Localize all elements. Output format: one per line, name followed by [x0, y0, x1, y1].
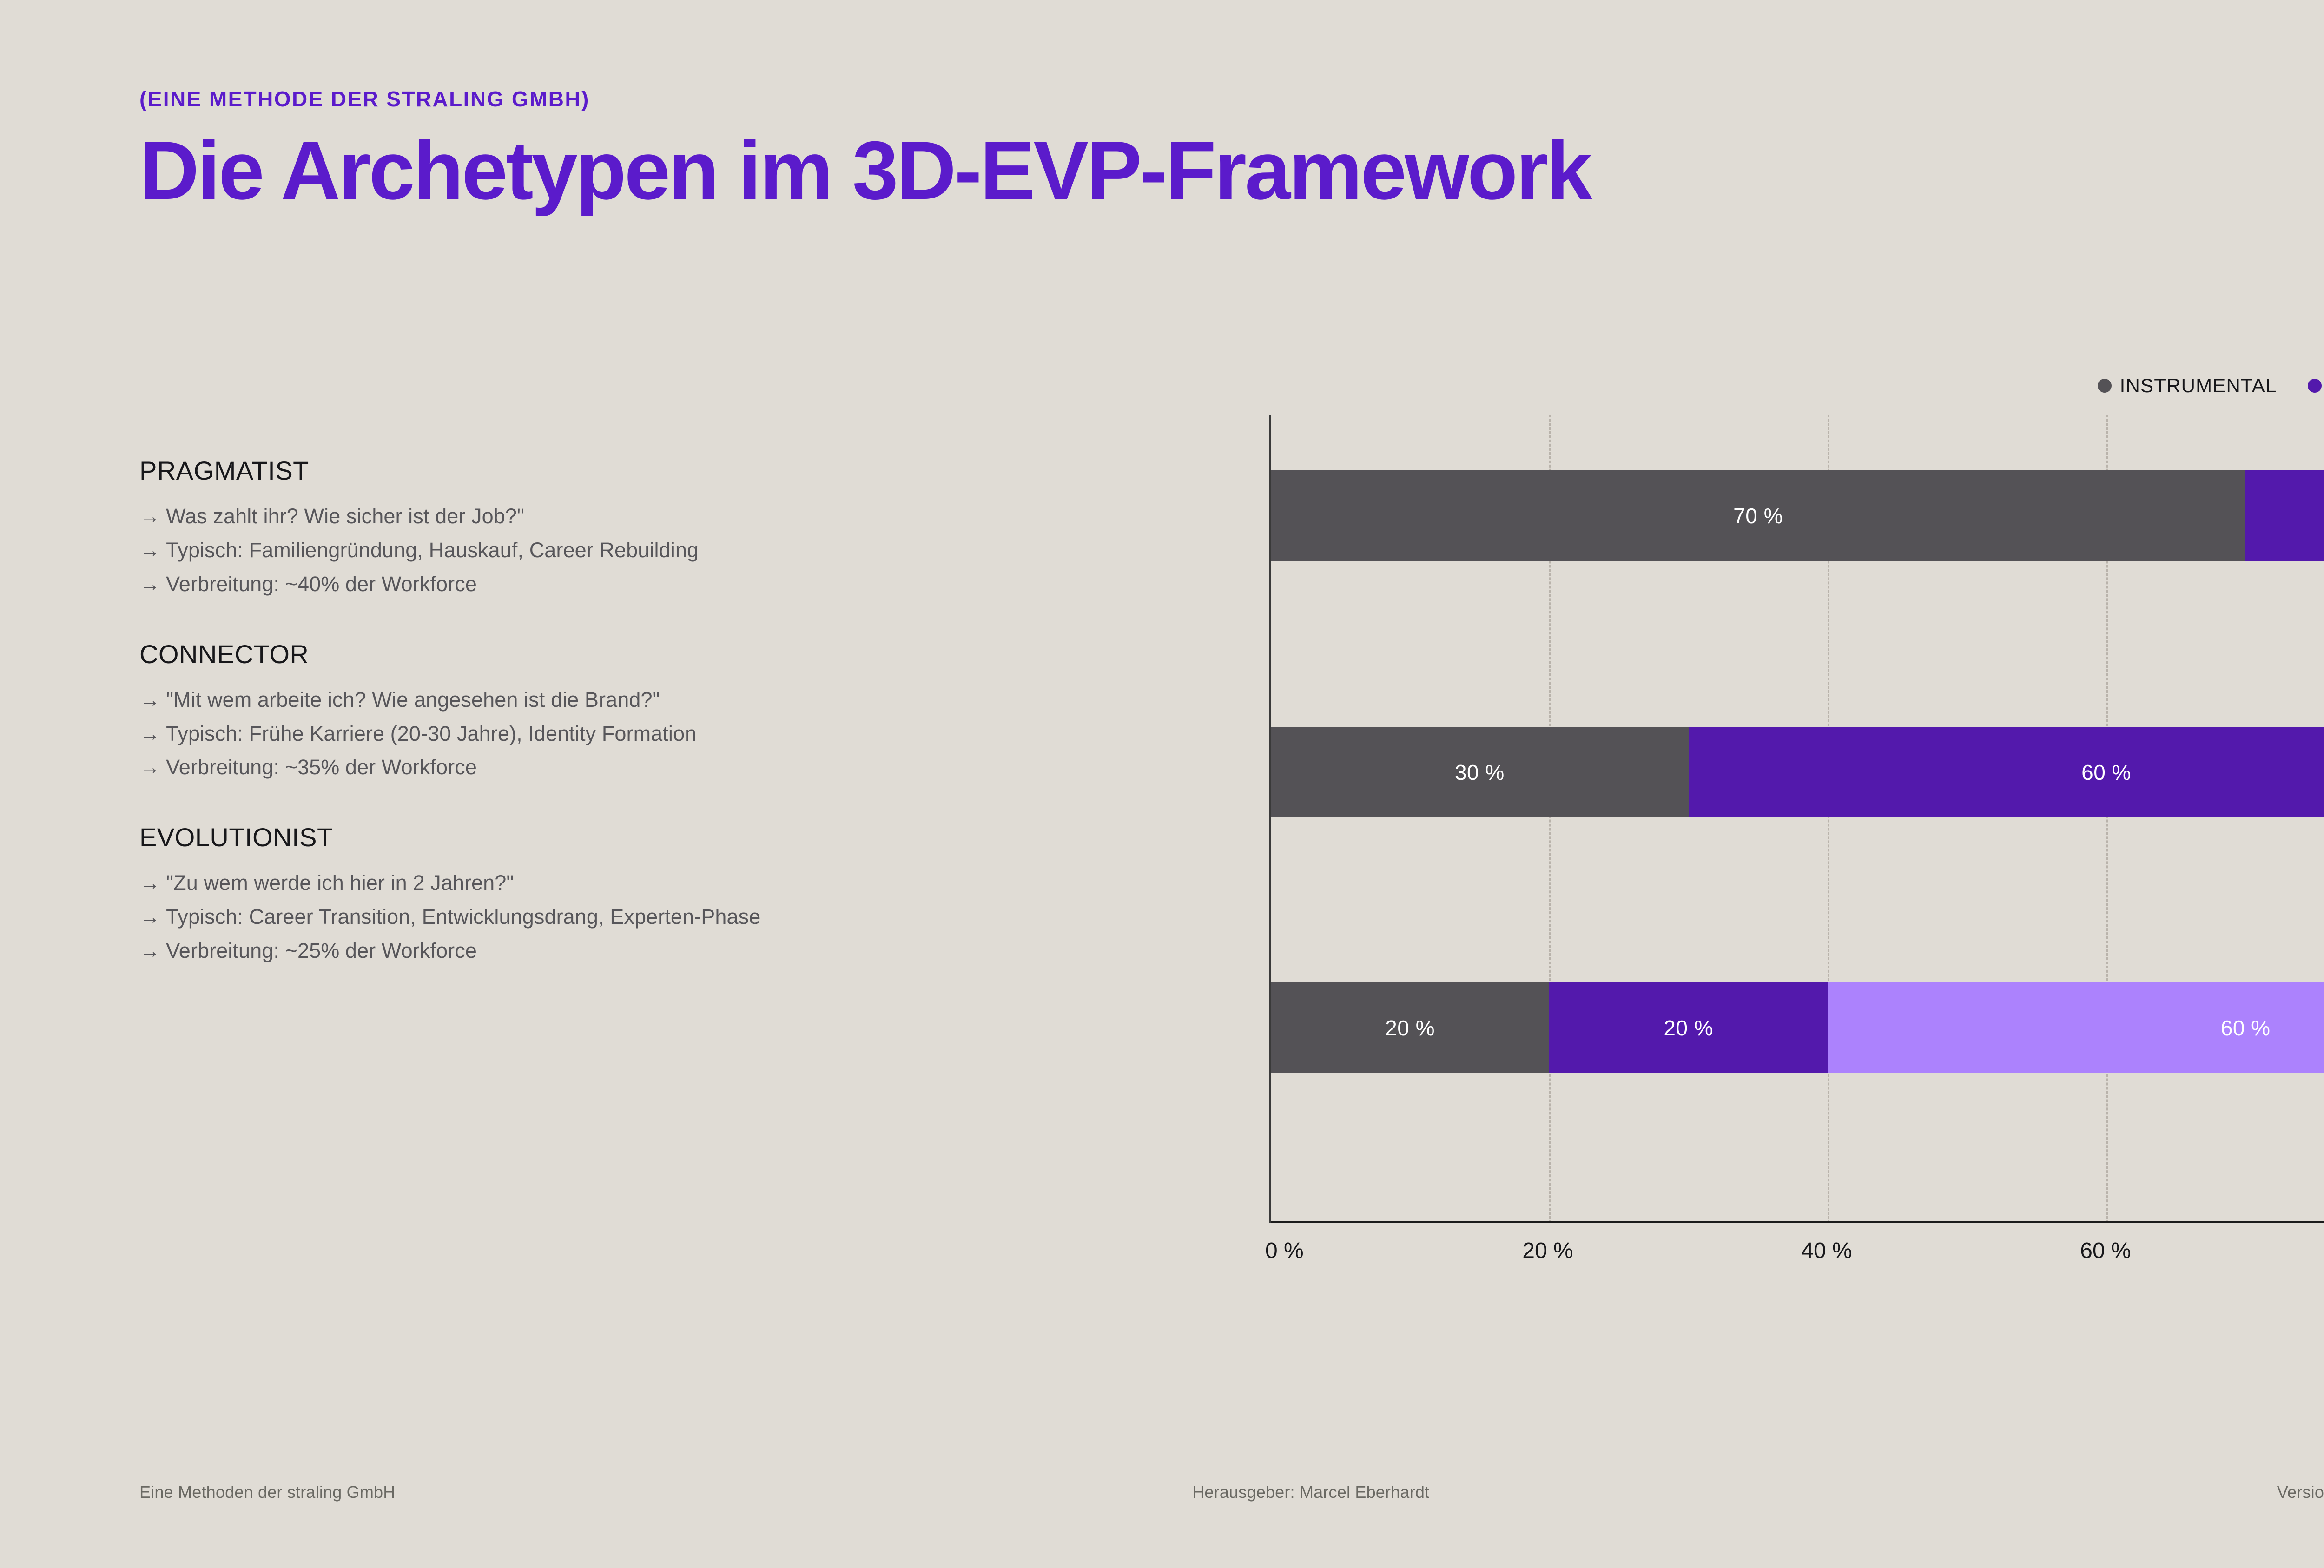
- arrow-icon: →: [139, 687, 161, 712]
- legend-item-symbolic: SYMBOLIC: [2307, 375, 2324, 397]
- x-tick-label: 0 %: [1265, 1239, 1304, 1263]
- bar-value-label: 20 %: [1664, 1015, 1714, 1040]
- x-tick-label: 20 %: [1522, 1239, 1573, 1263]
- archetype-title: PRAGMATIST: [139, 456, 309, 485]
- arrow-icon: →: [139, 572, 161, 596]
- archetype-bullet: → Typisch: Career Transition, Entwicklung…: [139, 900, 1232, 934]
- chart-x-axis-line: [1271, 1221, 2324, 1223]
- archetype-bullet-text: Typisch: Frühe Karriere (20-30 Jahre), I…: [166, 721, 697, 745]
- arrow-icon: →: [139, 538, 161, 562]
- archetype-bullet-text: "Mit wem arbeite ich? Wie angesehen ist …: [166, 687, 660, 712]
- bar-row-evolutionist: 20 % 20 % 60 %: [1271, 982, 2324, 1073]
- bar-segment-instrumental[interactable]: 70 %: [1271, 470, 2246, 561]
- archetype-bullet-text: Was zahlt ihr? Wie sicher ist der Job?": [166, 504, 525, 528]
- archetype-card-evolutionist: EVOLUTIONIST → "Zu wem werde ich hier in …: [139, 824, 1232, 968]
- stacked-bar-chart: INSTRUMENTAL SYMBOLIC TRANSCENDENT 70 %: [1265, 372, 2324, 1301]
- archetype-bullet: → Verbreitung: ~25% der Workforce: [139, 934, 1232, 968]
- page-footer: Eine Methoden der straling GmbH Herausge…: [139, 1482, 2324, 1502]
- bar-row-pragmatist: 70 % 25 % 5 %: [1271, 470, 2324, 561]
- archetype-bullet: → Was zahlt ihr? Wie sicher ist der Job?": [139, 500, 1232, 534]
- chart-plot-area: 70 % 25 % 5 % 30 % 60 % 10 %: [1269, 415, 2324, 1223]
- arrow-icon: →: [139, 721, 161, 745]
- archetype-card-connector: CONNECTOR → "Mit wem arbeite ich? Wie ang…: [139, 641, 1232, 785]
- footer-version: Version 1.0: [2277, 1482, 2324, 1502]
- archetype-bullet: → Verbreitung: ~40% der Workforce: [139, 567, 1232, 601]
- arrow-icon: →: [139, 504, 161, 528]
- bar-segment-instrumental[interactable]: 30 %: [1271, 727, 1689, 817]
- bar-segment-symbolic[interactable]: 25 %: [2245, 470, 2324, 561]
- legend-label: INSTRUMENTAL: [2119, 375, 2277, 396]
- chart-x-axis-ticks: 0 % 20 % 40 % 60 % 80 % 100 %: [1265, 1226, 2324, 1277]
- archetype-bullet: → "Mit wem arbeite ich? Wie angesehen ist…: [139, 683, 1232, 717]
- archetype-title: EVOLUTIONIST: [139, 823, 333, 852]
- footer-company: Eine Methoden der straling GmbH: [139, 1482, 396, 1502]
- chart-legend: INSTRUMENTAL SYMBOLIC TRANSCENDENT: [1269, 372, 2324, 400]
- archetype-bullet-text: Typisch: Career Transition, Entwicklungs…: [166, 905, 761, 929]
- arrow-icon: →: [139, 871, 161, 895]
- archetype-card-pragmatist: PRAGMATIST → Was zahlt ihr? Wie sicher is…: [139, 458, 1232, 601]
- arrow-icon: →: [139, 905, 161, 929]
- page-title: Die Archetypen im 3D-EVP-Framework: [139, 124, 1592, 217]
- arrow-icon: →: [139, 755, 161, 779]
- archetype-bullet-text: Typisch: Familiengründung, Hauskauf, Car…: [166, 538, 699, 562]
- eyebrow-label: (EINE METHODE DER STRALING GMBH): [139, 87, 590, 111]
- legend-item-instrumental: INSTRUMENTAL: [2097, 375, 2277, 397]
- bar-segment-transcendent[interactable]: 60 %: [1828, 982, 2324, 1073]
- archetype-bullet: → "Zu wem werde ich hier in 2 Jahren?": [139, 866, 1232, 900]
- legend-dot-icon: [2307, 379, 2322, 393]
- x-tick-label: 60 %: [2080, 1239, 2131, 1263]
- archetype-bullet: → Typisch: Frühe Karriere (20-30 Jahre), …: [139, 717, 1232, 751]
- footer-publisher: Herausgeber: Marcel Eberhardt: [1192, 1482, 1430, 1502]
- arrow-icon: →: [139, 939, 161, 963]
- archetype-list: PRAGMATIST → Was zahlt ihr? Wie sicher is…: [139, 458, 1232, 968]
- archetype-bullet-text: Verbreitung: ~40% der Workforce: [166, 572, 477, 596]
- bar-row-connector: 30 % 60 % 10 %: [1271, 727, 2324, 817]
- bar-value-label: 60 %: [2220, 1015, 2271, 1040]
- bar-value-label: 60 %: [2081, 760, 2132, 784]
- bar-value-label: 20 %: [1385, 1015, 1435, 1040]
- page-header: (EINE METHODE DER STRALING GMBH) Die Arc…: [139, 88, 2324, 213]
- legend-dot-icon: [2097, 379, 2112, 393]
- bar-segment-symbolic[interactable]: 60 %: [1688, 727, 2324, 817]
- archetype-bullet-text: Verbreitung: ~25% der Workforce: [166, 939, 477, 963]
- archetype-bullet-text: "Zu wem werde ich hier in 2 Jahren?": [166, 871, 514, 895]
- archetype-bullet: → Verbreitung: ~35% der Workforce: [139, 751, 1232, 784]
- archetype-bullet-text: Verbreitung: ~35% der Workforce: [166, 755, 477, 779]
- bar-segment-symbolic[interactable]: 20 %: [1549, 982, 1828, 1073]
- bar-value-label: 70 %: [1733, 503, 1783, 528]
- bar-segment-instrumental[interactable]: 20 %: [1271, 982, 1550, 1073]
- bar-value-label: 30 %: [1454, 760, 1505, 784]
- x-tick-label: 40 %: [1801, 1239, 1852, 1263]
- chart-bars: 70 % 25 % 5 % 30 % 60 % 10 %: [1271, 415, 2324, 1223]
- archetype-title: CONNECTOR: [139, 639, 309, 669]
- archetype-bullet: → Typisch: Familiengründung, Hauskauf, Ca…: [139, 534, 1232, 567]
